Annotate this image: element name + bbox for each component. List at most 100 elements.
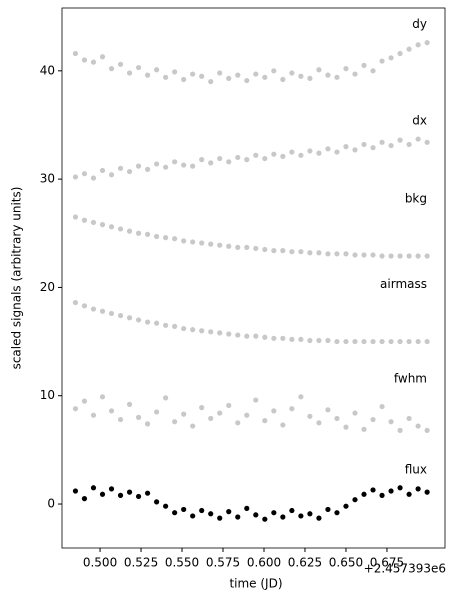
point: [144, 166, 151, 172]
point: [99, 394, 106, 400]
series-label: dy: [412, 17, 427, 31]
point: [99, 491, 106, 497]
point: [280, 514, 286, 520]
point: [144, 231, 151, 237]
point: [108, 408, 115, 414]
point: [99, 167, 106, 174]
point: [144, 72, 151, 78]
point: [199, 157, 205, 163]
point: [253, 71, 259, 77]
point: [208, 160, 214, 166]
point: [244, 157, 250, 163]
point: [81, 398, 88, 404]
point: [316, 250, 322, 256]
point: [361, 491, 367, 497]
point: [72, 406, 79, 412]
point: [208, 511, 214, 517]
point: [388, 488, 394, 494]
point: [90, 306, 97, 312]
point: [72, 488, 79, 494]
point: [280, 247, 286, 254]
point: [325, 72, 331, 78]
series-label: dx: [412, 114, 427, 128]
point: [424, 253, 430, 259]
point: [334, 338, 340, 345]
point: [81, 171, 88, 177]
point: [154, 409, 160, 415]
point: [226, 243, 232, 249]
x-tick-label: 0.500: [83, 556, 117, 570]
point: [406, 338, 412, 345]
x-tick-label: 0.525: [124, 556, 158, 570]
point: [72, 214, 79, 220]
point: [280, 422, 286, 428]
point: [361, 141, 367, 148]
point: [172, 159, 178, 165]
point: [361, 426, 367, 432]
point: [154, 67, 160, 73]
point: [235, 332, 241, 338]
point: [81, 57, 88, 63]
point: [190, 71, 196, 77]
point: [388, 142, 394, 149]
point: [352, 71, 358, 77]
point: [190, 423, 196, 429]
y-tick-label: 0: [47, 497, 55, 511]
point: [172, 236, 178, 242]
series-label: bkg: [405, 192, 427, 206]
point: [271, 408, 277, 414]
point: [108, 224, 115, 230]
point: [298, 513, 304, 519]
point: [262, 418, 268, 424]
point: [334, 251, 340, 257]
point: [217, 330, 223, 336]
point: [190, 513, 196, 519]
point: [406, 46, 412, 52]
y-tick-label: 20: [40, 280, 55, 294]
point: [361, 62, 367, 69]
plot-frame: [61, 7, 446, 549]
point: [262, 516, 268, 522]
point: [325, 506, 331, 513]
point: [190, 327, 196, 333]
point: [135, 163, 142, 169]
point: [370, 252, 376, 258]
point: [226, 402, 232, 409]
point: [379, 403, 385, 410]
point: [226, 159, 232, 165]
point: [424, 139, 430, 145]
point: [217, 410, 223, 416]
point: [99, 54, 106, 60]
point: [325, 146, 331, 152]
point: [316, 150, 322, 156]
point: [388, 419, 394, 425]
point: [235, 244, 241, 250]
point: [72, 174, 79, 180]
point: [406, 141, 412, 148]
point: [144, 319, 151, 325]
point: [117, 61, 124, 67]
point: [154, 499, 160, 505]
point: [262, 74, 268, 80]
point: [144, 421, 151, 427]
point: [226, 75, 232, 81]
point: [90, 485, 97, 491]
point: [379, 253, 385, 259]
point: [352, 147, 358, 153]
point: [172, 510, 178, 516]
x-tick-label: 0.550: [165, 556, 199, 570]
point: [108, 486, 115, 492]
x-axis-label: time (JD): [229, 577, 282, 591]
point: [343, 144, 349, 150]
point: [334, 74, 340, 80]
point: [135, 493, 142, 500]
y-axis-label: scaled signals (arbitrary units): [10, 187, 24, 370]
point: [163, 74, 169, 80]
point: [370, 68, 376, 74]
point: [298, 152, 304, 158]
point: [388, 253, 394, 259]
point: [90, 59, 97, 65]
point: [81, 303, 88, 309]
point: [154, 161, 160, 167]
